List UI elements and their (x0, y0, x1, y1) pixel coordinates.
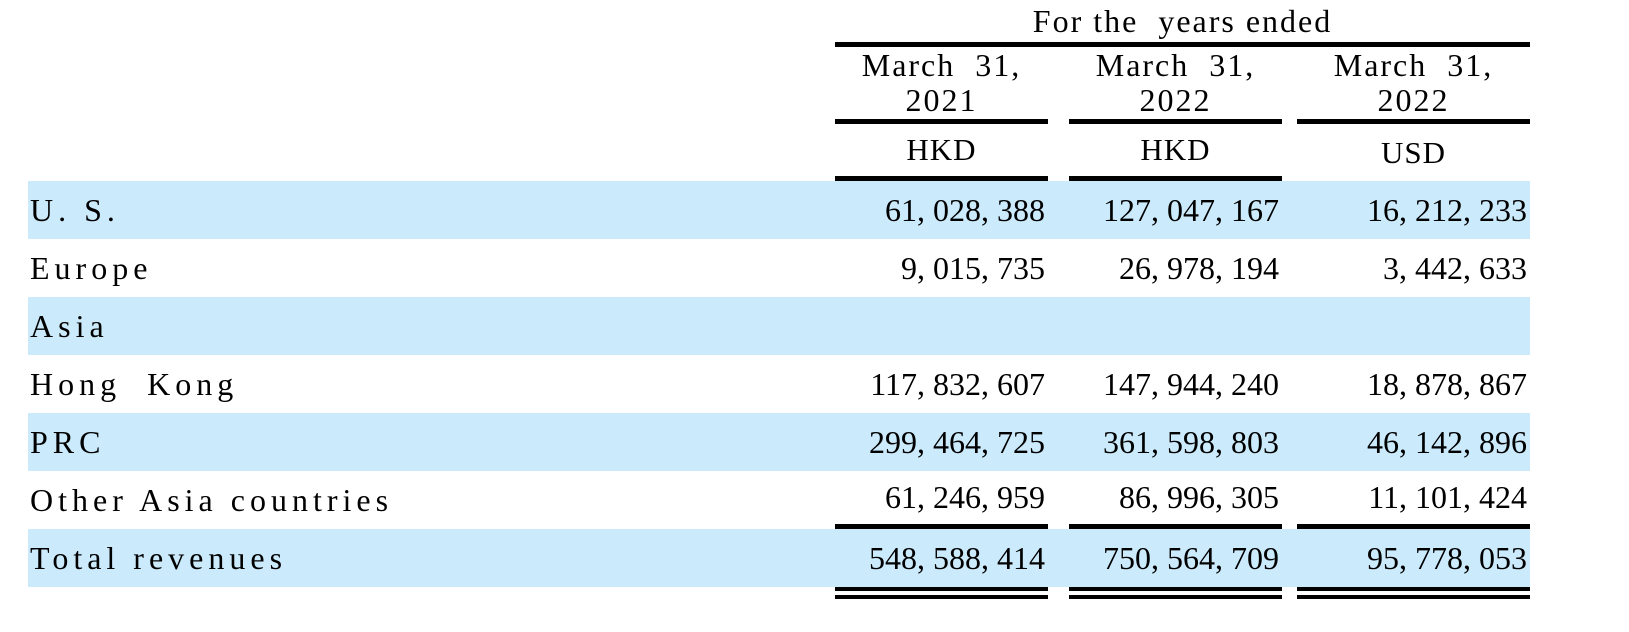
cell-value: 61, 246, 959 (835, 471, 1048, 529)
cell-value: 18, 878, 867 (1367, 365, 1527, 402)
row-label: U. S. (28, 181, 835, 239)
column-gap (1048, 471, 1069, 529)
table-row-other-asia: Other Asia countries 61, 246, 959 86, 99… (28, 471, 1530, 529)
cell-value (1069, 297, 1282, 355)
cell-value: 16, 212, 233 (1297, 181, 1530, 239)
table-title: For the years ended (835, 0, 1530, 47)
column-gap (1282, 471, 1297, 529)
label-column-spacer (28, 47, 835, 124)
column-gap (1048, 587, 1069, 599)
column-gap (1282, 413, 1297, 471)
column-gap (1048, 355, 1069, 413)
table-row-us: U. S. 61, 028, 388 127, 047, 167 16, 212… (28, 181, 1530, 239)
column-header-march-2022-usd: March 31, 2022 (1297, 47, 1530, 124)
cell-value: 86, 996, 305 (1069, 471, 1282, 529)
table-row-total: Total revenues 548, 588, 414 750, 564, 7… (28, 529, 1530, 587)
cell-value: 3, 442, 633 (1383, 249, 1527, 286)
cell-value: 95, 778, 053 (1297, 529, 1530, 587)
column-header-march-2021: March 31, 2021 (835, 47, 1048, 124)
column-gap (1282, 587, 1297, 599)
year-line: 2022 (1139, 82, 1212, 118)
cell-value (1297, 297, 1530, 355)
revenue-by-region-table: For the years ended March 31, 2021 March… (28, 0, 1530, 599)
cell-value: 299, 464, 725 (835, 413, 1048, 471)
column-gap (1282, 529, 1297, 587)
row-label: Hong Kong (30, 365, 239, 402)
column-gap (1282, 355, 1297, 413)
column-gap (1282, 181, 1297, 239)
cell-value: 548, 588, 414 (835, 529, 1048, 587)
row-label: Other Asia countries (30, 481, 394, 518)
cell-value (835, 297, 1048, 355)
period-line: March 31, (1333, 47, 1494, 83)
table-header-period-row: March 31, 2021 March 31, 2022 March 31, … (28, 47, 1530, 124)
cell-value: 750, 564, 709 (1069, 529, 1282, 587)
column-gap (1048, 413, 1069, 471)
cell-value: 9, 015, 735 (901, 249, 1045, 286)
year-line: 2022 (1377, 82, 1450, 118)
table-row-hong-kong: Hong Kong 117, 832, 607 147, 944, 240 18… (28, 355, 1530, 413)
row-label: PRC (28, 413, 835, 471)
column-gap (1048, 297, 1069, 355)
row-label: Total revenues (28, 529, 835, 587)
cell-value: 11, 101, 424 (1297, 471, 1530, 529)
period-line: March 31, (1095, 47, 1256, 83)
double-rule (1069, 587, 1282, 599)
row-label: Europe (30, 249, 153, 286)
column-gap (1048, 181, 1069, 239)
column-gap (1048, 529, 1069, 587)
period-line: March 31, (861, 47, 1022, 83)
column-header-march-2022-hkd: March 31, 2022 (1069, 47, 1282, 124)
currency-label-hkd-2021: HKD (835, 124, 1048, 181)
column-gap (1282, 124, 1297, 181)
table-row-asia: Asia (28, 297, 1530, 355)
cell-value: 361, 598, 803 (1069, 413, 1282, 471)
cell-value: 61, 028, 388 (835, 181, 1048, 239)
currency-label-usd-2022: USD (1380, 134, 1446, 170)
cell-value: 26, 978, 194 (1119, 249, 1279, 286)
cell-value: 117, 832, 607 (870, 365, 1045, 402)
table-row-europe: Europe 9, 015, 735 26, 978, 194 3, 442, … (28, 239, 1530, 297)
double-rule (1297, 587, 1530, 599)
label-column-spacer (28, 124, 835, 181)
table-header-currency-row: HKD HKD USD (28, 124, 1530, 181)
cell-value: 147, 944, 240 (1103, 365, 1279, 402)
column-gap (1282, 297, 1297, 355)
table-header-title-row: For the years ended (28, 0, 1530, 47)
currency-label-hkd-2022: HKD (1069, 124, 1282, 181)
table-row-prc: PRC 299, 464, 725 361, 598, 803 46, 142,… (28, 413, 1530, 471)
cell-value: 46, 142, 896 (1297, 413, 1530, 471)
row-label: Asia (28, 297, 835, 355)
column-gap (1048, 239, 1069, 297)
label-column-spacer (28, 587, 835, 599)
column-gap (1048, 47, 1069, 124)
column-gap (1282, 239, 1297, 297)
total-double-rule-row (28, 587, 1530, 599)
double-rule (835, 587, 1048, 599)
cell-value: 127, 047, 167 (1069, 181, 1282, 239)
year-line: 2021 (905, 82, 978, 118)
column-gap (1282, 47, 1297, 124)
column-gap (1048, 124, 1069, 181)
